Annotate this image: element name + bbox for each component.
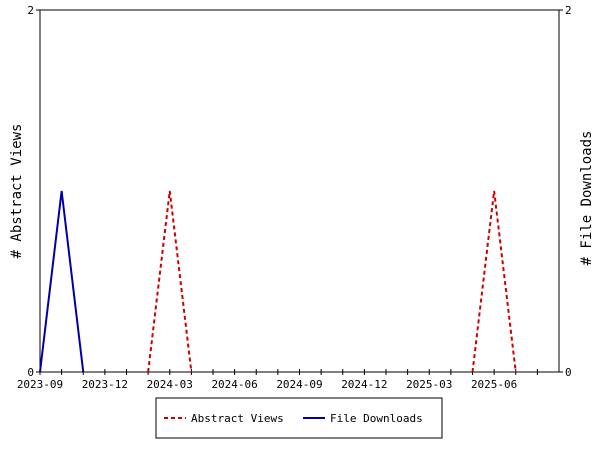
x-tick-label-2024-12: 2024-12 — [341, 378, 387, 391]
x-tick-label-2024-06: 2024-06 — [211, 378, 257, 391]
x-tick-label-2024-09: 2024-09 — [276, 378, 322, 391]
x-tick-label-2025-03: 2025-03 — [406, 378, 452, 391]
x-tick-label-2023-12: 2023-12 — [82, 378, 128, 391]
x-tick-label-2024-03: 2024-03 — [147, 378, 193, 391]
legend-label-abstract-views: Abstract Views — [191, 412, 284, 425]
x-tick-label-2025-06: 2025-06 — [471, 378, 517, 391]
y-axis-title-right: # File Downloads — [579, 131, 595, 266]
y-right-tick-label-0: 0 — [565, 366, 572, 379]
series-line-abstract-views-0 — [147, 190, 193, 373]
plot-area — [39, 9, 560, 373]
x-tick-label-2023-09: 2023-09 — [17, 378, 63, 391]
legend-label-file-downloads: File Downloads — [330, 412, 423, 425]
series-layer — [39, 190, 517, 373]
series-line-file-downloads-0 — [39, 190, 85, 373]
legend: Abstract Views File Downloads — [155, 397, 443, 439]
y-left-tick-label-2: 2 — [27, 4, 34, 17]
y-left-tick-label-0: 0 — [27, 366, 34, 379]
y-right-tick-label-2: 2 — [565, 4, 572, 17]
series-line-abstract-views-1 — [471, 190, 517, 373]
legend-box — [155, 397, 443, 439]
y-ticks: 0 2 0 2 — [27, 4, 571, 379]
y-axis-title-left: # Abstract Views — [9, 124, 25, 259]
x-tick-labels: 2023-09 2023-12 2024-03 2024-06 2024-09 2024-… — [17, 378, 517, 391]
